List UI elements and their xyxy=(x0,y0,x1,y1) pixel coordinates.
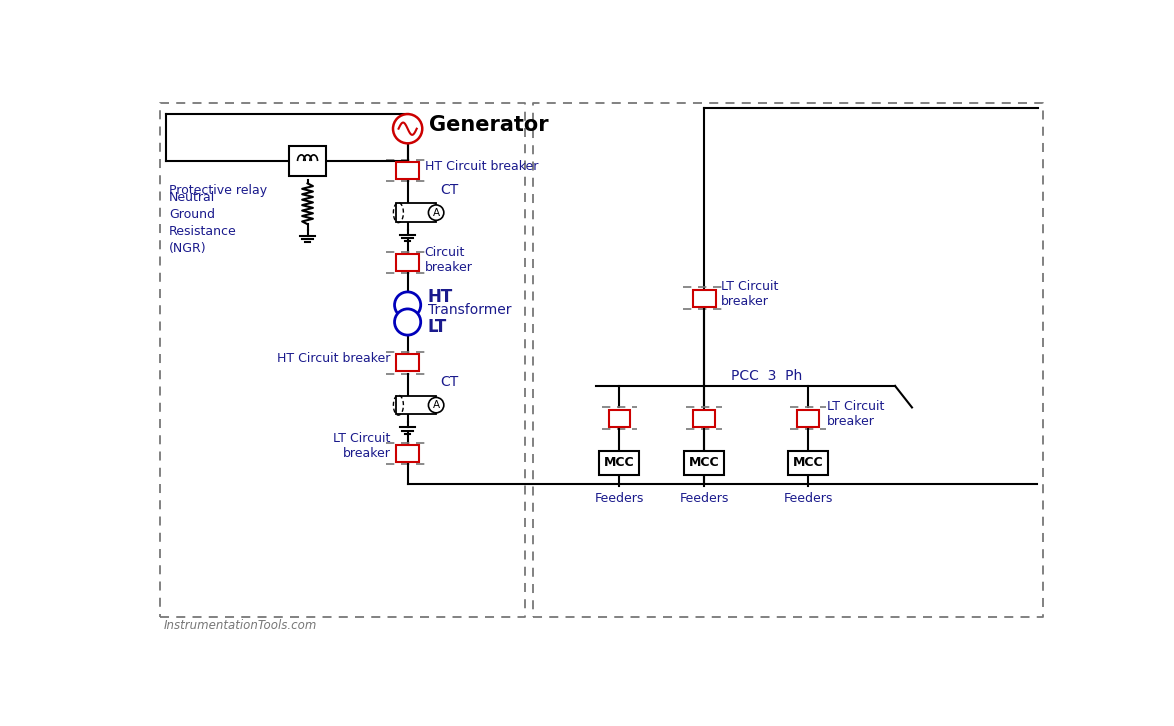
Text: CT: CT xyxy=(440,182,458,197)
Text: Neutral
Ground
Resistance
(NGR): Neutral Ground Resistance (NGR) xyxy=(169,191,237,255)
Text: HT: HT xyxy=(427,287,453,306)
Text: MCC: MCC xyxy=(689,457,720,470)
Text: A: A xyxy=(432,400,440,410)
Bar xyxy=(396,396,436,415)
Text: LT Circuit
breaker: LT Circuit breaker xyxy=(828,400,885,428)
Circle shape xyxy=(429,397,444,413)
Text: HT Circuit breaker: HT Circuit breaker xyxy=(277,352,391,365)
Bar xyxy=(289,147,326,176)
Text: MCC: MCC xyxy=(605,457,635,470)
Text: Feeders: Feeders xyxy=(680,492,729,505)
Text: LT: LT xyxy=(427,319,447,336)
Text: LT Circuit
breaker: LT Circuit breaker xyxy=(333,432,391,460)
Text: Feeders: Feeders xyxy=(595,492,645,505)
Text: PCC  3  Ph: PCC 3 Ph xyxy=(731,369,802,383)
Bar xyxy=(600,451,640,476)
Text: CT: CT xyxy=(440,375,458,389)
Bar xyxy=(396,203,436,222)
Text: Circuit
breaker: Circuit breaker xyxy=(425,245,472,274)
Bar xyxy=(797,409,818,427)
Bar xyxy=(396,254,419,271)
Bar xyxy=(693,290,716,306)
Bar xyxy=(396,162,419,179)
Bar xyxy=(396,354,419,371)
Text: InstrumentationTools.com: InstrumentationTools.com xyxy=(163,619,317,632)
Text: Transformer: Transformer xyxy=(427,303,511,317)
Bar xyxy=(396,445,419,462)
Text: Generator: Generator xyxy=(430,115,548,135)
Text: Feeders: Feeders xyxy=(783,492,832,505)
Bar xyxy=(684,451,724,476)
Text: HT Circuit breaker: HT Circuit breaker xyxy=(425,160,538,173)
Text: LT Circuit
breaker: LT Circuit breaker xyxy=(721,280,778,309)
Circle shape xyxy=(394,292,420,318)
Text: A: A xyxy=(432,208,440,218)
Circle shape xyxy=(393,114,423,143)
Bar xyxy=(608,409,630,427)
Circle shape xyxy=(429,205,444,220)
Text: Protective relay: Protective relay xyxy=(169,184,266,197)
Circle shape xyxy=(394,309,420,335)
Bar xyxy=(788,451,828,476)
Text: MCC: MCC xyxy=(792,457,823,470)
Bar xyxy=(694,409,715,427)
